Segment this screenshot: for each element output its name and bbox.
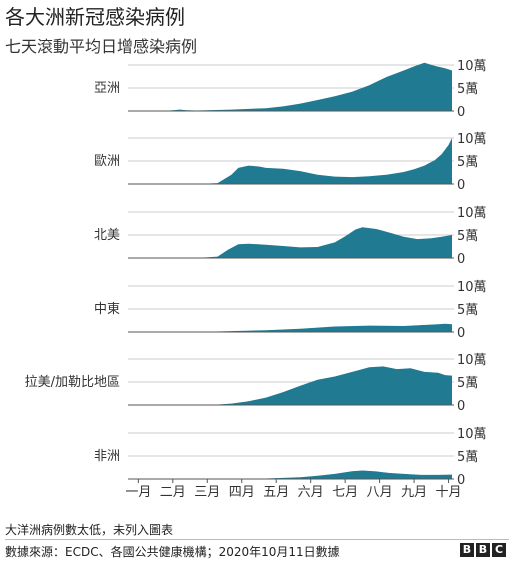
y-tick-label: 5萬 xyxy=(457,303,478,318)
panel-0: 10萬 5萬 0 亞洲 xyxy=(94,59,487,120)
series-label: 歐洲 xyxy=(94,154,120,169)
y-tick-label: 10萬 xyxy=(457,353,487,368)
series-label: 北美 xyxy=(94,228,120,243)
y-tick-label: 0 xyxy=(457,105,465,120)
x-tick-label: 十月 xyxy=(436,485,462,500)
series-label: 非洲 xyxy=(94,449,120,464)
series-label: 拉美/加勒比地區 xyxy=(25,375,120,390)
y-tick-label: 10萬 xyxy=(457,427,487,442)
logo-letter: B xyxy=(460,543,474,557)
x-tick-label: 三月 xyxy=(194,485,220,500)
x-tick-label: 五月 xyxy=(263,485,289,500)
small-multiples-chart: 10萬 5萬 0 亞洲 10萬 5萬 0 歐洲 10萬 5萬 0 北美 10萬 5萬 0 中東 10萬 5萬 0 拉美… xyxy=(25,59,487,500)
chart-subtitle: 七天滾動平均日增感染病例 xyxy=(5,37,198,56)
panel-3: 10萬 5萬 0 中東 xyxy=(94,280,487,341)
source-note: 數據來源：ECDC、各國公共健康機構；2020年10月11日數據 xyxy=(5,545,340,559)
x-tick-label: 四月 xyxy=(229,485,255,500)
series-area xyxy=(128,227,452,258)
footer-divider xyxy=(5,539,509,540)
series-area xyxy=(128,62,452,111)
logo-letter: C xyxy=(492,543,506,557)
series-area xyxy=(128,470,452,479)
panel-4: 10萬 5萬 0 拉美/加勒比地區 xyxy=(25,353,487,414)
series-label: 中東 xyxy=(94,301,120,317)
y-tick-label: 10萬 xyxy=(457,280,487,295)
y-tick-label: 5萬 xyxy=(457,450,478,465)
bbc-logo: B B C xyxy=(460,543,506,557)
chart-title: 各大洲新冠感染病例 xyxy=(5,5,185,29)
x-tick-label: 六月 xyxy=(298,485,324,500)
x-tick-label: 一月 xyxy=(125,485,151,500)
y-tick-label: 0 xyxy=(457,399,465,414)
x-tick-label: 八月 xyxy=(367,485,393,500)
y-tick-label: 10萬 xyxy=(457,206,487,221)
x-tick-label: 九月 xyxy=(401,485,427,500)
logo-letter: B xyxy=(476,543,490,557)
y-tick-label: 5萬 xyxy=(457,376,478,391)
panel-5: 10萬 5萬 0 非洲 xyxy=(94,427,487,488)
y-tick-label: 5萬 xyxy=(457,82,478,97)
y-tick-label: 0 xyxy=(457,473,465,488)
series-area xyxy=(128,138,452,184)
footnote: 大洋洲病例數太低，未列入圖表 xyxy=(5,523,174,537)
y-tick-label: 0 xyxy=(457,178,465,193)
panel-1: 10萬 5萬 0 歐洲 xyxy=(94,132,487,193)
y-tick-label: 5萬 xyxy=(457,155,478,170)
series-area xyxy=(128,366,452,405)
series-area xyxy=(128,323,452,332)
y-tick-label: 0 xyxy=(457,252,465,267)
x-tick-label: 七月 xyxy=(332,485,358,500)
y-tick-label: 0 xyxy=(457,326,465,341)
y-tick-label: 10萬 xyxy=(457,132,487,147)
y-tick-label: 10萬 xyxy=(457,59,487,74)
panel-2: 10萬 5萬 0 北美 xyxy=(94,206,487,267)
x-tick-label: 二月 xyxy=(160,485,186,500)
y-tick-label: 5萬 xyxy=(457,229,478,244)
series-label: 亞洲 xyxy=(94,81,120,96)
